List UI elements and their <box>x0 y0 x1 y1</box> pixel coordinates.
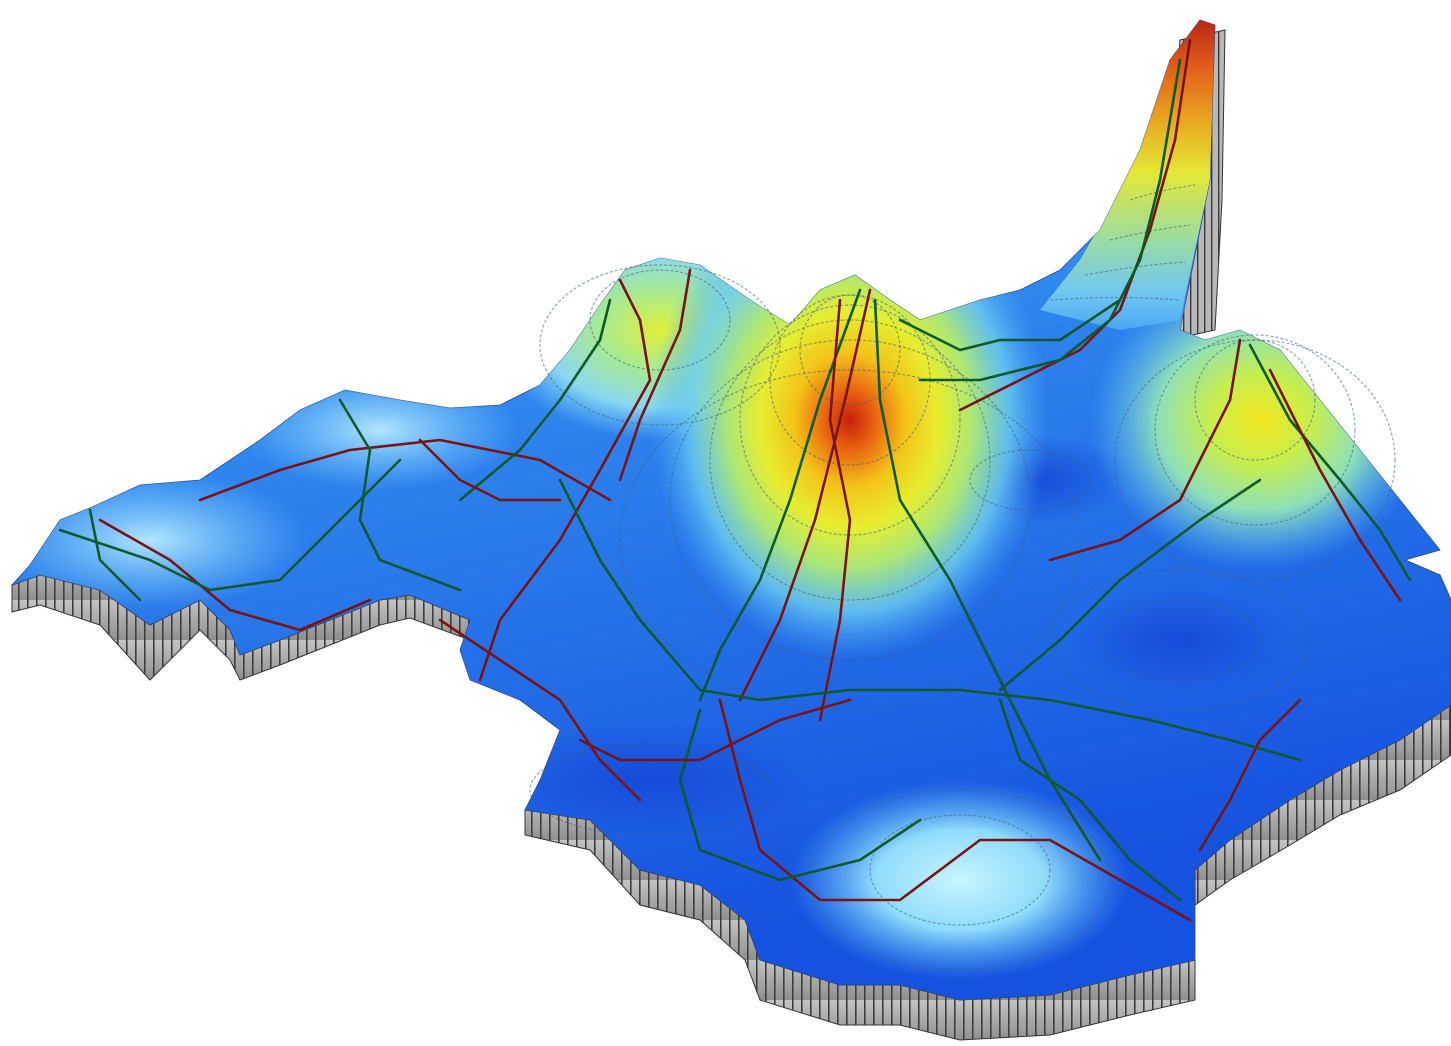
light-patch-northwest <box>240 370 520 490</box>
contour-central-3 <box>739 304 961 536</box>
contour-central-5 <box>669 339 1031 661</box>
contour-spike-4 <box>1049 296 1181 301</box>
route-green-4 <box>698 288 862 702</box>
network-lines <box>58 38 1412 922</box>
route-red-6 <box>818 298 852 722</box>
dark-basin-east <box>1070 585 1290 695</box>
contour-basin-east-2 <box>1049 569 1311 711</box>
contour-spike-3 <box>1084 261 1186 276</box>
contour-basin-south <box>529 744 771 836</box>
central-peak-surface <box>650 180 1050 660</box>
contour-hill-1 <box>869 814 1051 926</box>
contour-central-1 <box>799 294 901 406</box>
route-green-14 <box>88 508 142 602</box>
route-green-3 <box>458 298 612 502</box>
route-green-1 <box>58 458 402 592</box>
southeast-hill <box>790 780 1130 980</box>
route-red-11 <box>578 698 852 762</box>
dark-basin-south <box>490 720 810 840</box>
route-red-5 <box>738 288 872 702</box>
route-red-4 <box>618 268 692 482</box>
route-green-11 <box>558 478 702 692</box>
route-green-12 <box>898 298 1122 352</box>
route-red-10 <box>1268 368 1402 602</box>
route-red-14 <box>418 438 562 502</box>
route-green-8 <box>918 58 1182 382</box>
route-red-1 <box>98 518 372 632</box>
route-green-13 <box>998 698 1182 902</box>
contour-basin-ne <box>969 449 1091 511</box>
route-red-2 <box>198 438 612 502</box>
route-green-7 <box>678 708 922 882</box>
route-red-7 <box>718 698 1192 922</box>
route-green-9 <box>1248 343 1412 582</box>
contour-north-2 <box>539 264 781 426</box>
route-green-2 <box>338 398 462 592</box>
route-red-12 <box>1198 698 1302 852</box>
route-red-9 <box>1048 338 1242 562</box>
contour-hill-2 <box>809 789 1111 971</box>
contour-central-6 <box>619 369 1081 711</box>
contour-north-1 <box>589 269 731 371</box>
route-green-10 <box>998 478 1262 692</box>
route-green-6 <box>698 688 1302 762</box>
contour-lines <box>529 184 1396 971</box>
contour-basin-east <box>1099 599 1261 681</box>
contour-central-4 <box>709 319 991 601</box>
contour-east-2 <box>1154 334 1356 526</box>
route-red-13 <box>438 618 642 802</box>
route-red-8 <box>958 38 1192 412</box>
route-red-3 <box>478 278 652 682</box>
contour-east-3 <box>1114 339 1396 581</box>
contour-east-1 <box>1194 339 1316 461</box>
